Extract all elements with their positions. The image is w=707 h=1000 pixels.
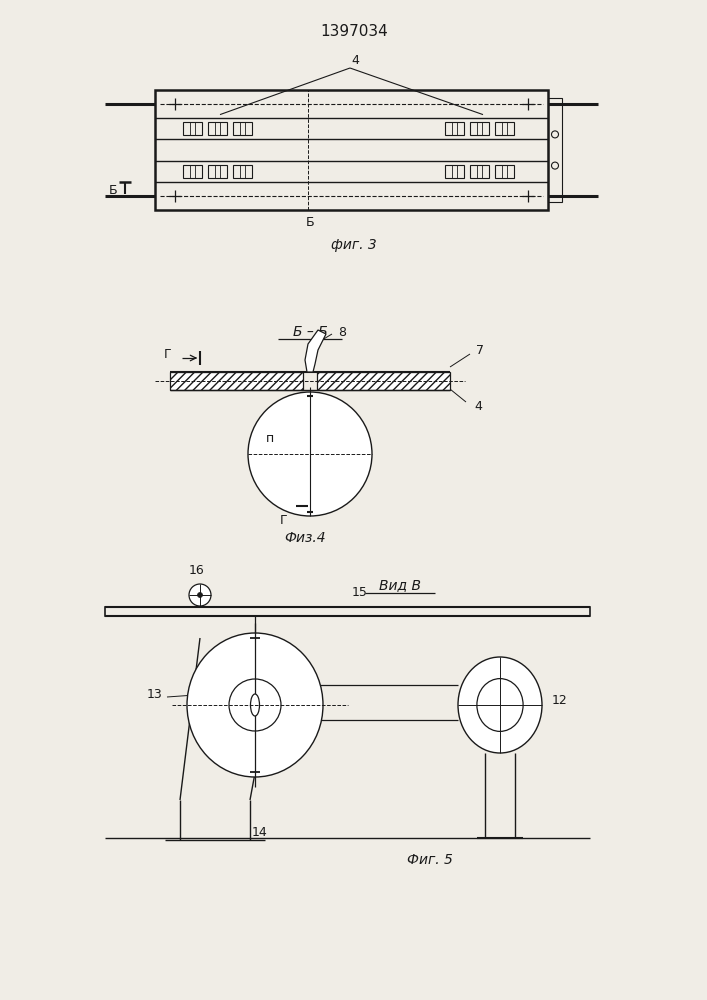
- Bar: [233, 122, 252, 135]
- Text: 12: 12: [552, 694, 568, 706]
- Text: 14: 14: [252, 826, 268, 838]
- Polygon shape: [305, 330, 326, 372]
- Text: Физ.4: Физ.4: [284, 531, 326, 545]
- Text: Фиг. 5: Фиг. 5: [407, 853, 453, 867]
- Circle shape: [189, 584, 211, 606]
- Bar: [445, 165, 464, 178]
- Text: 15: 15: [352, 586, 368, 599]
- Bar: [170, 372, 303, 390]
- Text: 16: 16: [189, 564, 205, 576]
- Bar: [495, 122, 514, 135]
- Bar: [470, 165, 489, 178]
- Bar: [183, 165, 202, 178]
- Bar: [470, 122, 489, 135]
- Ellipse shape: [458, 657, 542, 753]
- Text: 8: 8: [338, 326, 346, 338]
- Bar: [548, 98, 562, 202]
- Text: п: п: [266, 432, 274, 446]
- Text: Г: Г: [164, 349, 172, 361]
- Circle shape: [248, 392, 372, 516]
- Bar: [183, 122, 202, 135]
- Text: фиг. 3: фиг. 3: [331, 238, 377, 252]
- Bar: [495, 165, 514, 178]
- Bar: [208, 122, 227, 135]
- Text: Б: Б: [109, 184, 117, 197]
- Ellipse shape: [250, 694, 259, 716]
- Ellipse shape: [187, 633, 323, 777]
- Text: Б: Б: [306, 216, 315, 229]
- Text: 1397034: 1397034: [320, 24, 388, 39]
- Circle shape: [197, 592, 202, 597]
- Bar: [233, 165, 252, 178]
- Bar: [445, 122, 464, 135]
- Text: 4: 4: [351, 53, 359, 66]
- Text: Б – Б: Б – Б: [293, 325, 327, 339]
- Bar: [105, 607, 590, 616]
- Ellipse shape: [477, 679, 523, 731]
- Bar: [317, 372, 450, 390]
- Bar: [208, 165, 227, 178]
- Text: Г: Г: [280, 514, 288, 526]
- Text: 13: 13: [147, 688, 163, 702]
- Circle shape: [229, 679, 281, 731]
- Text: 7: 7: [476, 344, 484, 357]
- Text: Вид В: Вид В: [379, 578, 421, 592]
- Text: 4: 4: [474, 399, 482, 412]
- Bar: [155, 90, 548, 210]
